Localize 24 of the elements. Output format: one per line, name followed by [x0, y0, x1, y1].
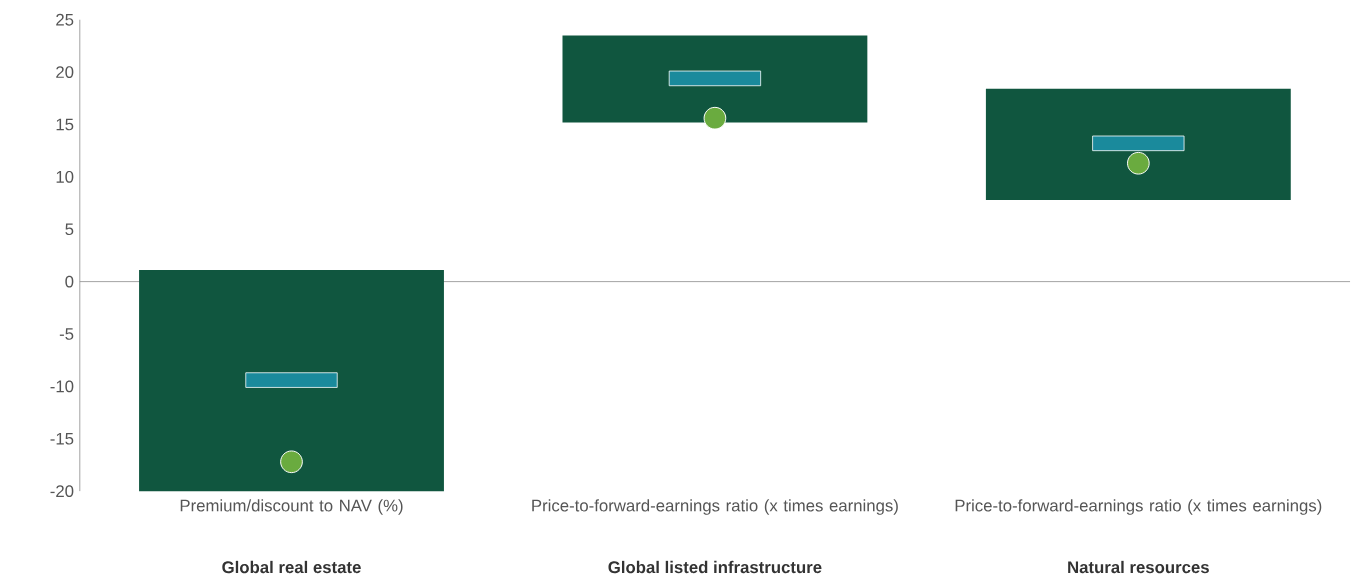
- text: Price-to-forward-earnings ratio (x times earnings): [955, 499, 1322, 515]
- bar: [562, 35, 868, 123]
- y-tick-label: 5: [65, 223, 74, 236]
- text: Price-to-forward-earnings ratio (x times earnings): [532, 499, 898, 515]
- y-tick-label: 25: [56, 13, 74, 26]
- point: [1127, 151, 1150, 175]
- y-tick-label: -15: [50, 432, 74, 445]
- y-tick-label: -10: [50, 380, 74, 393]
- point: [280, 450, 303, 474]
- y-tick-label: 15: [56, 118, 74, 131]
- bar: [668, 70, 762, 87]
- y-tick-label: -5: [59, 328, 74, 340]
- x-tick-label: Global real estate: [222, 560, 361, 574]
- x-tick-label: Global listed infrastructure: [608, 560, 822, 574]
- text: Premium/discount to NAV (%): [180, 499, 403, 515]
- y-tick-label: 20: [56, 66, 74, 79]
- bar: [985, 88, 1291, 200]
- bar: [139, 270, 444, 492]
- y-tick-label: -20: [50, 485, 74, 498]
- y-tick-label: 0: [65, 275, 74, 288]
- bar: [245, 372, 338, 388]
- point: [703, 106, 727, 130]
- x-tick-label: Natural resources: [1068, 560, 1209, 574]
- y-tick-label: 10: [56, 170, 74, 183]
